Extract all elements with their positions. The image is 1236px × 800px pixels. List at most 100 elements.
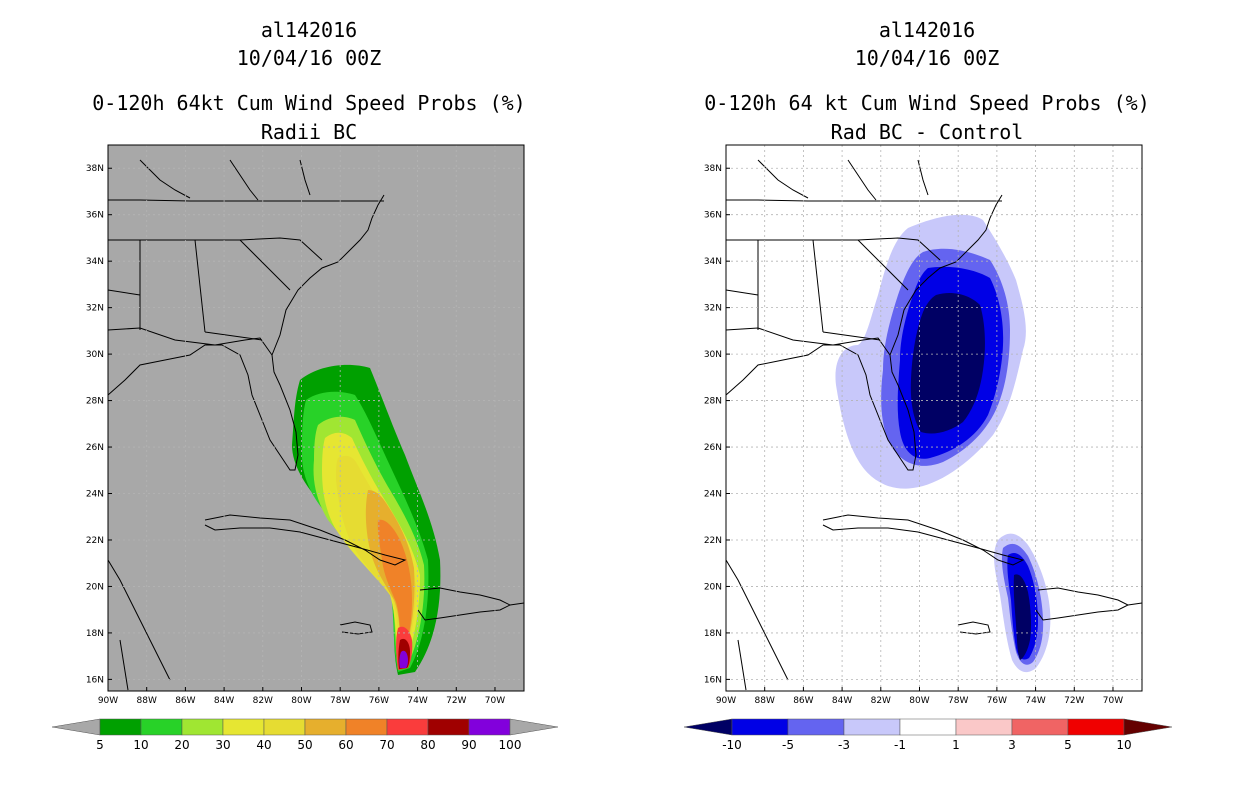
- right-panel: al142016 10/04/16 00Z 0-120h 64 kt Cum W…: [618, 0, 1236, 800]
- diff-lt-minus10-south: [1013, 574, 1032, 660]
- colorbar-label: -1: [894, 738, 906, 752]
- left-map: 38N 36N 34N 32N 30N 28N 26N 24N 22N 20N 18N 16N 90W 8…: [51, 144, 559, 752]
- geo-line: [725, 559, 789, 681]
- left-panel: al142016 10/04/16 00Z 0-120h 64kt Cum Wi…: [51, 18, 559, 752]
- lon-tick-label: 86W: [175, 696, 195, 706]
- colorbar-swatch: [427, 718, 470, 736]
- colorbar-label: 90: [461, 738, 476, 752]
- colorbar-label: 100: [499, 738, 522, 752]
- geo-line: [822, 514, 1025, 566]
- left-storm-id: al142016: [260, 18, 358, 42]
- left-product-title: 0-120h 64kt Cum Wind Speed Probs (%): [92, 91, 526, 115]
- right-colorbar: -10 -5 -3 -1 1 3 5 10: [683, 718, 1173, 752]
- geo-line: [737, 639, 747, 691]
- geo-line: [107, 289, 141, 296]
- lon-tick-label: 76W: [987, 696, 1007, 706]
- lat-tick-label: 32N: [86, 304, 104, 314]
- colorbar-label: 3: [1008, 738, 1016, 752]
- colorbar-label: 30: [215, 738, 230, 752]
- geo-line: [957, 621, 991, 635]
- colorbar-swatch: [222, 718, 265, 736]
- colorbar-label: 70: [379, 738, 394, 752]
- geo-line: [822, 331, 881, 341]
- colorbar-over-arrow: [509, 718, 559, 736]
- lat-tick-label: 24N: [704, 490, 722, 500]
- lon-tick-label: 84W: [214, 696, 234, 706]
- lat-tick-label: 26N: [704, 443, 722, 453]
- colorbar-label: 1: [952, 738, 960, 752]
- geo-line: [107, 327, 299, 471]
- lat-tick-label: 22N: [86, 536, 104, 546]
- colorbar-label: -5: [782, 738, 794, 752]
- geo-line: [204, 514, 407, 566]
- lon-tick-label: 86W: [793, 696, 813, 706]
- geo-line: [108, 199, 384, 202]
- geo-line: [194, 239, 206, 333]
- geo-line: [857, 239, 909, 291]
- lon-tick-label: 88W: [755, 696, 775, 706]
- left-probability-swath: [292, 364, 441, 675]
- right-map-gridlines: [725, 145, 1142, 691]
- lat-tick-label: 20N: [86, 582, 104, 592]
- left-map-frame: [107, 144, 525, 692]
- colorbar-over-arrow: [1123, 718, 1173, 736]
- lat-tick-label: 26N: [86, 443, 104, 453]
- lat-tick-label: 16N: [86, 675, 104, 685]
- colorbar-swatch: [1011, 718, 1069, 736]
- colorbar-label: 20: [174, 738, 189, 752]
- lat-tick-label: 38N: [704, 164, 722, 174]
- lon-tick-label: 84W: [832, 696, 852, 706]
- lat-tick-label: 36N: [704, 211, 722, 221]
- geo-line: [229, 159, 259, 201]
- lat-tick-label: 22N: [704, 536, 722, 546]
- lon-tick-label: 78W: [948, 696, 968, 706]
- geo-line: [107, 559, 171, 681]
- lon-tick-label: 90W: [98, 696, 118, 706]
- lon-tick-label: 78W: [330, 696, 350, 706]
- lat-tick-label: 38N: [86, 164, 104, 174]
- lat-tick-label: 36N: [86, 211, 104, 221]
- colorbar-label: 5: [96, 738, 104, 752]
- colorbar-swatch: [1067, 718, 1125, 736]
- colorbar-swatch: [468, 718, 511, 736]
- right-difference-south-blob: [994, 533, 1051, 673]
- geo-line: [725, 289, 759, 296]
- lat-tick-label: 32N: [704, 304, 722, 314]
- lon-tick-label: 74W: [407, 696, 427, 706]
- lon-tick-label: 72W: [446, 696, 466, 706]
- left-map-ticks: 38N 36N 34N 32N 30N 28N 26N 24N 22N 20N 18N 16N 90W 8…: [86, 164, 505, 706]
- lat-tick-label: 24N: [86, 490, 104, 500]
- geo-line: [509, 602, 525, 606]
- left-colorbar: 5 10 20 30 40 50 60 70 80 90 100: [51, 718, 559, 752]
- lat-tick-label: 28N: [86, 397, 104, 407]
- colorbar-label: 40: [256, 738, 271, 752]
- colorbar-label: -10: [722, 738, 742, 752]
- colorbar-label: 10: [133, 738, 148, 752]
- lon-tick-label: 90W: [716, 696, 736, 706]
- lon-tick-label: 70W: [1103, 696, 1123, 706]
- colorbar-swatch: [140, 718, 183, 736]
- lon-tick-label: 76W: [369, 696, 389, 706]
- prob-90: [399, 650, 408, 668]
- colorbar-swatch: [345, 718, 388, 736]
- geo-line: [271, 194, 385, 356]
- lon-tick-label: 82W: [871, 696, 891, 706]
- lon-tick-label: 80W: [291, 696, 311, 706]
- right-product-title: 0-120h 64 kt Cum Wind Speed Probs (%): [704, 91, 1150, 115]
- right-difference-north-blob: [835, 214, 1026, 489]
- lon-tick-label: 74W: [1025, 696, 1045, 706]
- colorbar-swatch: [787, 718, 845, 736]
- lat-tick-label: 30N: [86, 350, 104, 360]
- colorbar-swatch: [263, 718, 306, 736]
- lon-tick-label: 88W: [137, 696, 157, 706]
- lon-tick-label: 82W: [253, 696, 273, 706]
- lon-tick-label: 72W: [1064, 696, 1084, 706]
- right-storm-id: al142016: [878, 18, 976, 42]
- colorbar-swatch: [731, 718, 789, 736]
- colorbar-swatch: [386, 718, 429, 736]
- geo-line: [725, 327, 917, 471]
- colorbar-label: 80: [420, 738, 435, 752]
- geo-line: [204, 331, 263, 341]
- colorbar-under-arrow: [51, 718, 101, 736]
- colorbar-under-arrow: [683, 718, 733, 736]
